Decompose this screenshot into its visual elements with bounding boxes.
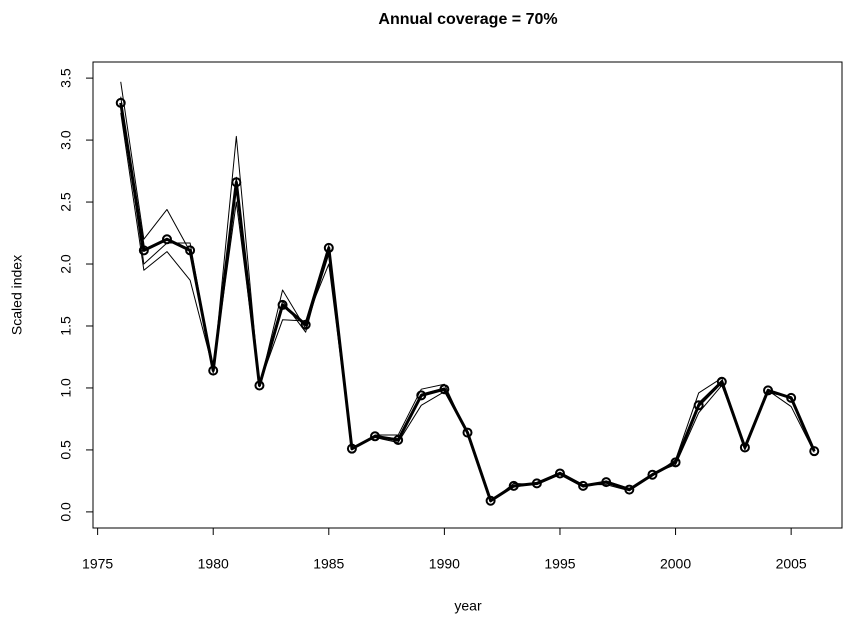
point [647,469,658,480]
point [601,477,612,488]
point [462,427,473,438]
point [370,431,381,442]
point [578,480,589,491]
point [323,242,334,253]
x-axis-label: year [454,598,482,614]
point [439,384,450,395]
point [763,385,774,396]
point [231,177,242,188]
point [809,446,820,457]
plot-box [92,61,843,529]
point [716,376,727,387]
x-tick-label: 1990 [429,556,460,572]
y-tick-label: 0.5 [58,440,74,460]
series-line [120,96,815,502]
y-tick-label: 0.0 [58,502,74,522]
point [115,97,126,108]
point [416,390,427,401]
point [554,468,565,479]
x-tick-label: 2005 [776,556,807,572]
chart-title: Annual coverage = 70% [378,11,557,28]
y-tick-label: 1.5 [58,316,74,336]
point [531,478,542,489]
series-line [120,112,815,500]
point [161,234,172,245]
y-tick-label: 3.0 [58,130,74,150]
y-tick-label: 3.5 [58,68,74,88]
series-line [119,102,816,503]
point [693,400,704,411]
x-tick-label: 1985 [313,556,344,572]
point [208,365,219,376]
point [185,245,196,256]
point [739,442,750,453]
y-tick-label: 1.0 [58,378,74,398]
point [346,443,357,454]
point [254,380,265,391]
point [508,480,519,491]
point [670,457,681,468]
x-tick-label: 1980 [198,556,229,572]
point [786,392,797,403]
y-tick-label: 2.0 [58,254,74,274]
point [485,495,496,506]
y-axis-label: Scaled index [9,255,25,335]
point [624,484,635,495]
x-tick-label: 1995 [544,556,575,572]
x-tick-label: 1975 [82,556,113,572]
x-tick-label: 2000 [660,556,691,572]
point [138,245,149,256]
series-line [120,81,815,503]
point [300,319,311,330]
point [393,435,404,446]
y-tick-label: 2.5 [58,192,74,212]
point [277,299,288,310]
